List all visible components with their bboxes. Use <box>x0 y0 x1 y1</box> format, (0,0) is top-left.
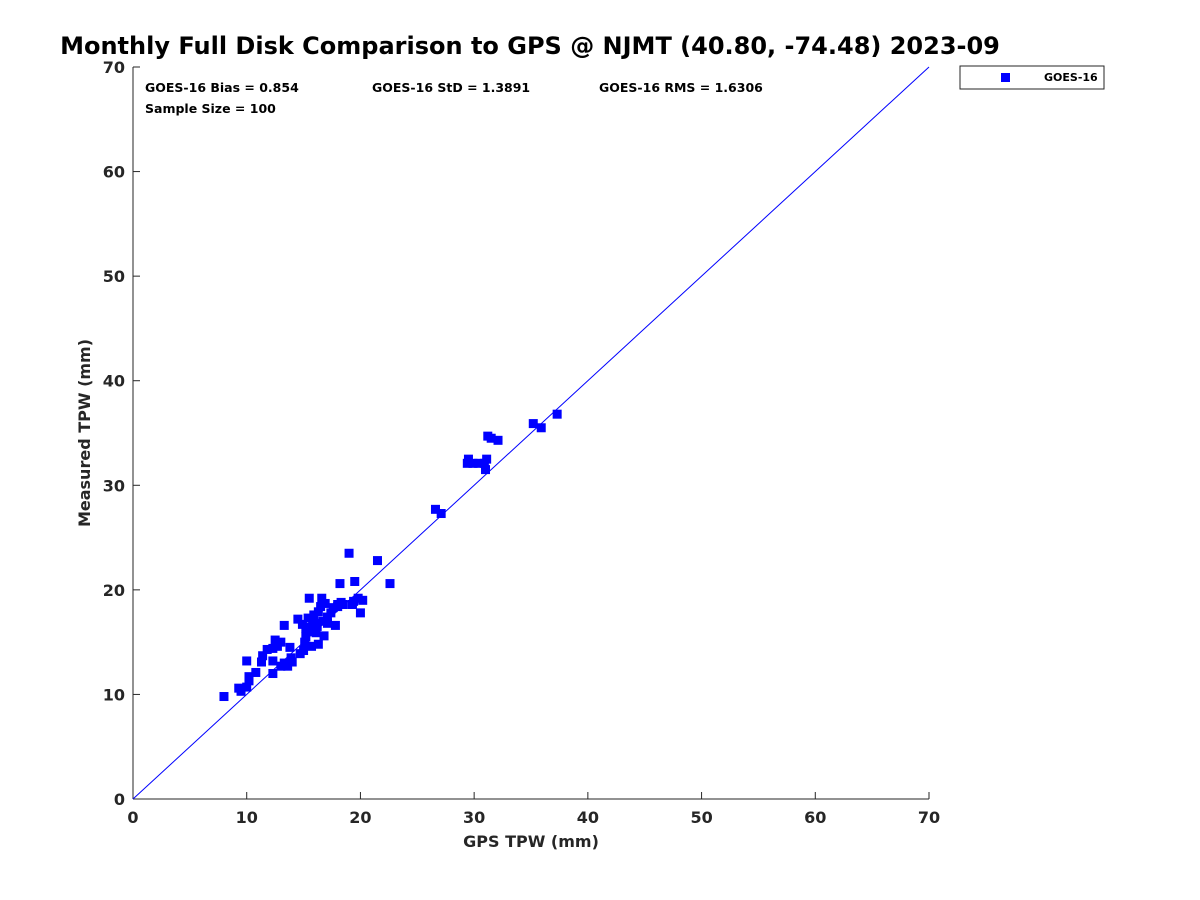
data-point <box>268 656 278 666</box>
data-point <box>330 620 340 630</box>
y-axis-label: Measured TPW (mm) <box>75 339 94 527</box>
x-tick-label: 50 <box>690 808 712 827</box>
data-point <box>482 454 492 464</box>
x-tick-label: 20 <box>349 808 371 827</box>
data-point <box>350 576 360 586</box>
data-point <box>242 656 252 666</box>
data-point <box>279 620 289 630</box>
data-point <box>474 458 484 468</box>
data-point <box>304 593 314 603</box>
data-point <box>276 637 286 647</box>
data-point <box>268 643 278 653</box>
y-tick-label: 40 <box>103 372 125 391</box>
data-point <box>285 642 295 652</box>
x-ticks: 0 10 20 30 40 50 60 70 <box>127 792 940 827</box>
data-point <box>219 692 229 702</box>
data-point <box>258 651 268 661</box>
data-point <box>268 669 278 679</box>
sample-size-stat: Sample Size = 100 <box>145 101 276 116</box>
data-point <box>293 614 303 624</box>
data-point <box>322 618 332 628</box>
std-stat: GOES-16 StD = 1.3891 <box>372 80 530 95</box>
y-tick-label: 20 <box>103 581 125 600</box>
data-point <box>430 504 440 514</box>
data-point <box>309 610 319 620</box>
data-point <box>318 616 328 626</box>
data-point <box>311 628 321 638</box>
data-point <box>372 556 382 566</box>
data-point <box>305 627 315 637</box>
data-point <box>358 595 368 605</box>
data-point <box>326 608 336 618</box>
data-point <box>287 657 297 667</box>
data-point <box>468 458 478 468</box>
data-point <box>436 509 446 519</box>
data-point <box>301 632 311 642</box>
data-point <box>313 639 323 649</box>
data-point <box>300 637 310 647</box>
data-point <box>486 433 496 443</box>
data-point <box>353 593 363 603</box>
legend-box <box>959 65 1105 90</box>
data-point <box>307 641 317 651</box>
data-point <box>270 635 280 645</box>
data-point <box>316 602 326 612</box>
x-axis-label: GPS TPW (mm) <box>463 832 599 851</box>
y-tick-label: 70 <box>103 58 125 77</box>
data-point <box>338 599 348 609</box>
data-point <box>481 465 491 475</box>
data-point <box>385 579 395 589</box>
data-point <box>328 603 338 613</box>
x-tick-label: 0 <box>127 808 138 827</box>
data-point <box>335 579 345 589</box>
x-tick-label: 10 <box>236 808 258 827</box>
data-point <box>355 608 365 618</box>
data-point <box>536 423 546 433</box>
y-tick-label: 50 <box>103 267 125 286</box>
data-point <box>251 667 261 677</box>
y-tick-label: 0 <box>114 790 125 809</box>
legend-marker <box>1001 73 1010 82</box>
data-point <box>552 409 562 419</box>
x-tick-label: 40 <box>577 808 599 827</box>
data-point <box>312 621 322 631</box>
data-point <box>493 435 503 445</box>
y-tick-label: 10 <box>103 685 125 704</box>
legend: GOES-16 <box>959 65 1105 90</box>
data-point <box>349 596 359 606</box>
data-point <box>256 657 266 667</box>
data-point <box>317 593 327 603</box>
y-tick-label: 30 <box>103 476 125 495</box>
data-point <box>299 646 309 656</box>
y-tick-label: 60 <box>103 163 125 182</box>
data-point <box>283 661 293 671</box>
x-tick-label: 70 <box>918 808 940 827</box>
data-point <box>313 607 323 617</box>
data-point <box>242 682 252 692</box>
data-point <box>319 631 329 641</box>
x-tick-label: 60 <box>804 808 826 827</box>
bias-stat: GOES-16 Bias = 0.854 <box>145 80 299 95</box>
y-ticks: 0 10 20 30 40 50 60 70 <box>103 58 140 809</box>
rms-stat: GOES-16 RMS = 1.6306 <box>599 80 763 95</box>
data-point <box>303 613 313 623</box>
one-to-one-line <box>132 66 930 800</box>
data-point <box>344 548 354 558</box>
data-point <box>244 672 254 682</box>
data-points <box>219 409 562 702</box>
data-point <box>320 598 330 608</box>
data-point <box>236 686 246 696</box>
chart-title: Monthly Full Disk Comparison to GPS @ NJ… <box>60 32 1000 60</box>
data-point <box>262 644 272 654</box>
data-point <box>528 419 538 429</box>
x-tick-label: 30 <box>463 808 485 827</box>
legend-label: GOES-16 <box>1044 71 1098 84</box>
data-point <box>463 454 473 464</box>
